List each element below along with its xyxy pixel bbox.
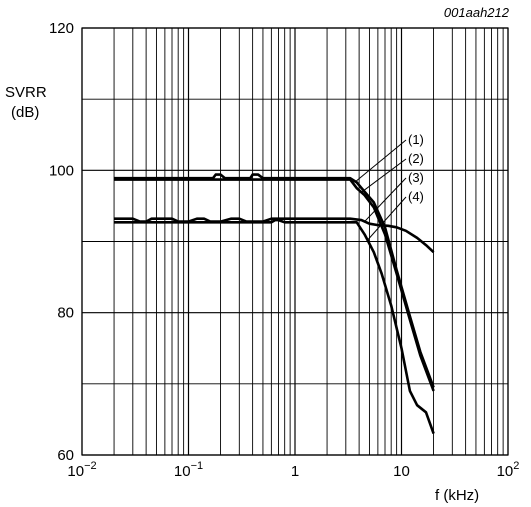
y-tick-label: 60 xyxy=(57,447,74,464)
x-tick-label: 10 xyxy=(393,463,410,480)
callout-label-2: (2) xyxy=(408,151,424,166)
callout-leader-1 xyxy=(355,139,407,183)
x-tick-label: 102 xyxy=(497,460,520,480)
y-tick-label: 120 xyxy=(49,20,74,37)
callout-leader-4 xyxy=(367,196,407,241)
series-line-3 xyxy=(114,217,435,254)
grid xyxy=(81,27,509,456)
y-axis-label-line1: SVRR xyxy=(5,84,47,101)
x-tick-label: 10−1 xyxy=(174,460,203,480)
callout-leader-2 xyxy=(361,158,407,193)
callout-leader-3 xyxy=(364,177,407,222)
callouts: (1) (2) (3) (4) xyxy=(355,132,424,241)
series-line-2 xyxy=(114,178,435,392)
y-tick-label: 100 xyxy=(49,162,74,179)
figure-code: 001aah212 xyxy=(444,5,510,20)
x-tick-label: 10−2 xyxy=(67,460,96,480)
plot-frame xyxy=(81,27,509,456)
curves xyxy=(114,173,435,435)
callout-label-3: (3) xyxy=(408,170,424,185)
callout-label-1: (1) xyxy=(408,132,424,147)
x-axis-label: f (kHz) xyxy=(435,487,479,504)
x-tick-label: 1 xyxy=(291,463,299,480)
axis-labels: 60 80 100 120 10−2 10−1 1 10 102 xyxy=(49,20,519,480)
series-line-4 xyxy=(114,218,435,435)
callout-label-4: (4) xyxy=(408,189,424,204)
y-tick-label: 80 xyxy=(57,305,74,322)
y-axis-label-line2: (dB) xyxy=(11,104,39,121)
series-line-1 xyxy=(114,173,435,388)
